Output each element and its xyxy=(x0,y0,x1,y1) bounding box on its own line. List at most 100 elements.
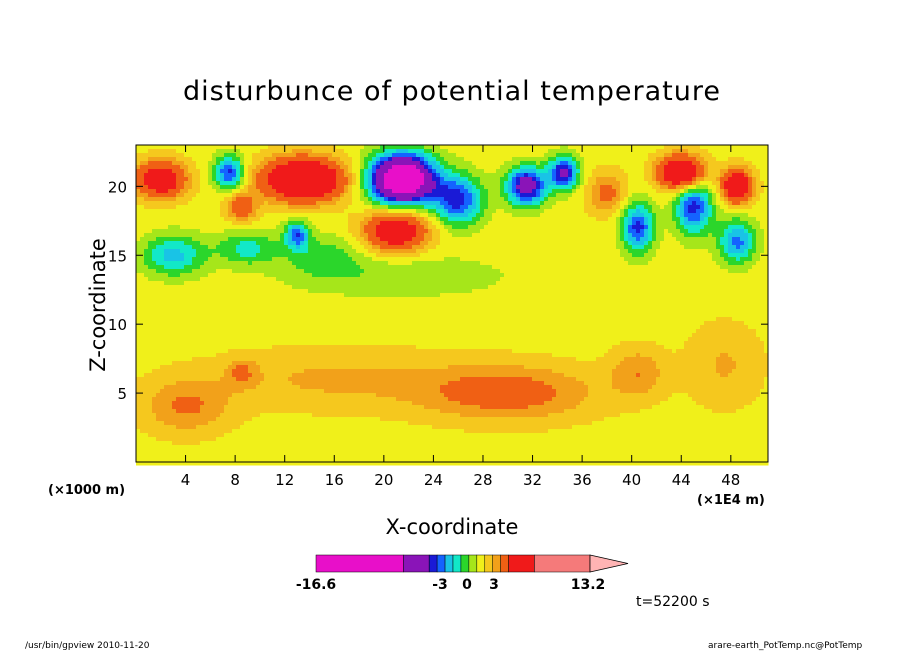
field-cell xyxy=(224,317,229,322)
field-cell xyxy=(272,413,277,418)
field-cell xyxy=(272,197,277,202)
field-cell xyxy=(264,377,269,382)
field-cell xyxy=(300,301,305,306)
field-cell xyxy=(376,365,381,370)
field-cell xyxy=(136,461,141,466)
field-cell xyxy=(340,149,345,154)
field-cell xyxy=(332,153,337,158)
field-cell xyxy=(204,209,209,214)
field-cell xyxy=(144,305,149,310)
field-cell xyxy=(140,457,145,462)
field-cell xyxy=(288,389,293,394)
field-cell xyxy=(220,161,225,166)
field-cell xyxy=(256,273,261,278)
field-cell xyxy=(144,153,149,158)
field-cell xyxy=(140,421,145,426)
field-cell xyxy=(332,433,337,438)
field-cell xyxy=(180,237,185,242)
field-cell xyxy=(176,197,181,202)
field-cell xyxy=(320,253,325,258)
field-cell xyxy=(148,301,153,306)
field-cell xyxy=(288,461,293,466)
field-cell xyxy=(164,257,169,262)
field-cell xyxy=(220,237,225,242)
field-cell xyxy=(184,309,189,314)
field-cell xyxy=(236,297,241,302)
field-cell xyxy=(164,157,169,162)
field-cell xyxy=(340,253,345,258)
field-cell xyxy=(300,173,305,178)
field-cell xyxy=(192,425,197,430)
field-cell xyxy=(344,433,349,438)
field-cell xyxy=(152,369,157,374)
field-cell xyxy=(240,265,245,270)
field-cell xyxy=(224,413,229,418)
field-cell xyxy=(256,421,261,426)
field-cell xyxy=(320,341,325,346)
field-cell xyxy=(336,145,341,150)
field-cell xyxy=(296,185,301,190)
field-cell xyxy=(156,237,161,242)
field-cell xyxy=(324,173,329,178)
field-cell xyxy=(296,289,301,294)
field-cell xyxy=(348,425,353,430)
field-cell xyxy=(176,365,181,370)
field-cell xyxy=(372,385,377,390)
field-cell xyxy=(204,441,209,446)
field-cell xyxy=(172,349,177,354)
field-cell xyxy=(368,185,373,190)
field-cell xyxy=(160,157,165,162)
field-cell xyxy=(136,313,141,318)
field-cell xyxy=(232,249,237,254)
field-cell xyxy=(308,145,313,150)
field-cell xyxy=(272,309,277,314)
field-cell xyxy=(184,285,189,290)
field-cell xyxy=(180,453,185,458)
field-cell xyxy=(376,193,381,198)
field-cell xyxy=(184,445,189,450)
field-cell xyxy=(240,185,245,190)
field-cell xyxy=(292,257,297,262)
field-cell xyxy=(304,293,309,298)
field-cell xyxy=(376,253,381,258)
field-cell xyxy=(264,365,269,370)
field-cell xyxy=(252,245,257,250)
field-cell xyxy=(340,281,345,286)
field-cell xyxy=(284,161,289,166)
field-cell xyxy=(288,413,293,418)
field-cell xyxy=(208,457,213,462)
field-cell xyxy=(148,253,153,258)
field-cell xyxy=(332,377,337,382)
field-cell xyxy=(324,305,329,310)
field-cell xyxy=(284,385,289,390)
field-cell xyxy=(292,245,297,250)
field-cell xyxy=(140,425,145,430)
field-cell xyxy=(232,289,237,294)
field-cell xyxy=(352,173,357,178)
field-cell xyxy=(204,365,209,370)
chart-title: disturbunce of potential temperature xyxy=(183,76,721,107)
field-cell xyxy=(248,193,253,198)
field-cell xyxy=(156,401,161,406)
field-cell xyxy=(380,253,385,258)
field-cell xyxy=(352,241,357,246)
field-cell xyxy=(356,257,361,262)
field-cell xyxy=(372,377,377,382)
field-cell xyxy=(372,253,377,258)
field-cell xyxy=(188,165,193,170)
field-cell xyxy=(332,285,337,290)
field-cell xyxy=(364,205,369,210)
field-cell xyxy=(208,313,213,318)
field-cell xyxy=(276,397,281,402)
field-cell xyxy=(280,349,285,354)
field-cell xyxy=(264,453,269,458)
field-cell xyxy=(284,281,289,286)
field-cell xyxy=(300,261,305,266)
field-cell xyxy=(364,241,369,246)
field-cell xyxy=(288,409,293,414)
field-cell xyxy=(292,309,297,314)
field-cell xyxy=(344,421,349,426)
field-cell xyxy=(312,313,317,318)
field-cell xyxy=(288,173,293,178)
field-cell xyxy=(288,177,293,182)
